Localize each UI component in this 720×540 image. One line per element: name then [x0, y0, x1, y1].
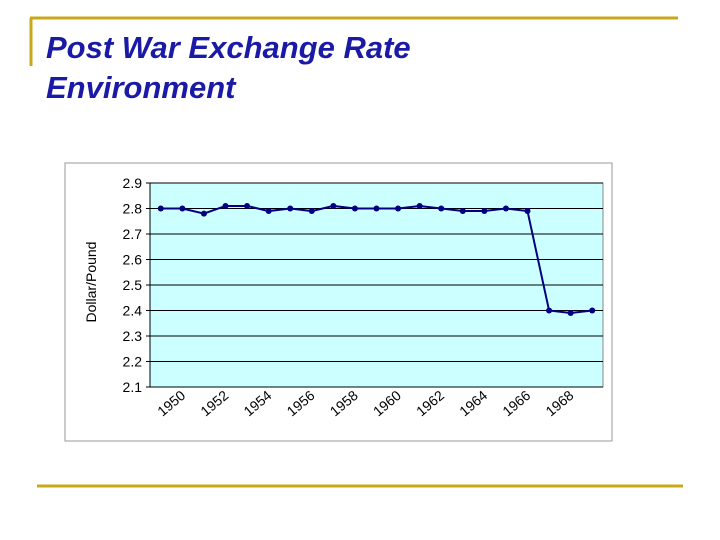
y-tick-label: 2.6	[123, 252, 143, 268]
data-point	[308, 208, 315, 215]
data-point	[351, 205, 358, 212]
data-point	[438, 205, 445, 212]
y-tick-label: 2.5	[123, 277, 143, 293]
data-point	[287, 205, 294, 212]
data-point	[459, 208, 466, 215]
data-point	[244, 202, 251, 209]
y-axis-label: Dollar/Pound	[83, 242, 99, 323]
data-point	[546, 307, 553, 314]
y-tick-label: 2.3	[123, 328, 143, 344]
data-point	[589, 307, 596, 314]
data-point	[222, 202, 229, 209]
data-point	[265, 208, 272, 215]
data-point	[502, 205, 509, 212]
data-point	[330, 202, 337, 209]
y-tick-label: 2.8	[123, 201, 143, 217]
data-point	[567, 310, 574, 317]
data-point	[200, 210, 207, 217]
data-point	[373, 205, 380, 212]
slide-title: Post War Exchange Rate Environment	[46, 30, 411, 105]
data-point	[157, 205, 164, 212]
y-tick-label: 2.2	[123, 354, 143, 370]
data-point	[524, 208, 531, 215]
y-tick-label: 2.7	[123, 226, 143, 242]
data-point	[481, 208, 488, 215]
y-tick-label: 2.4	[123, 303, 143, 319]
y-tick-label: 2.9	[123, 175, 143, 191]
data-point	[416, 202, 423, 209]
data-point	[179, 205, 186, 212]
y-tick-label: 2.1	[123, 379, 143, 395]
data-point	[395, 205, 402, 212]
